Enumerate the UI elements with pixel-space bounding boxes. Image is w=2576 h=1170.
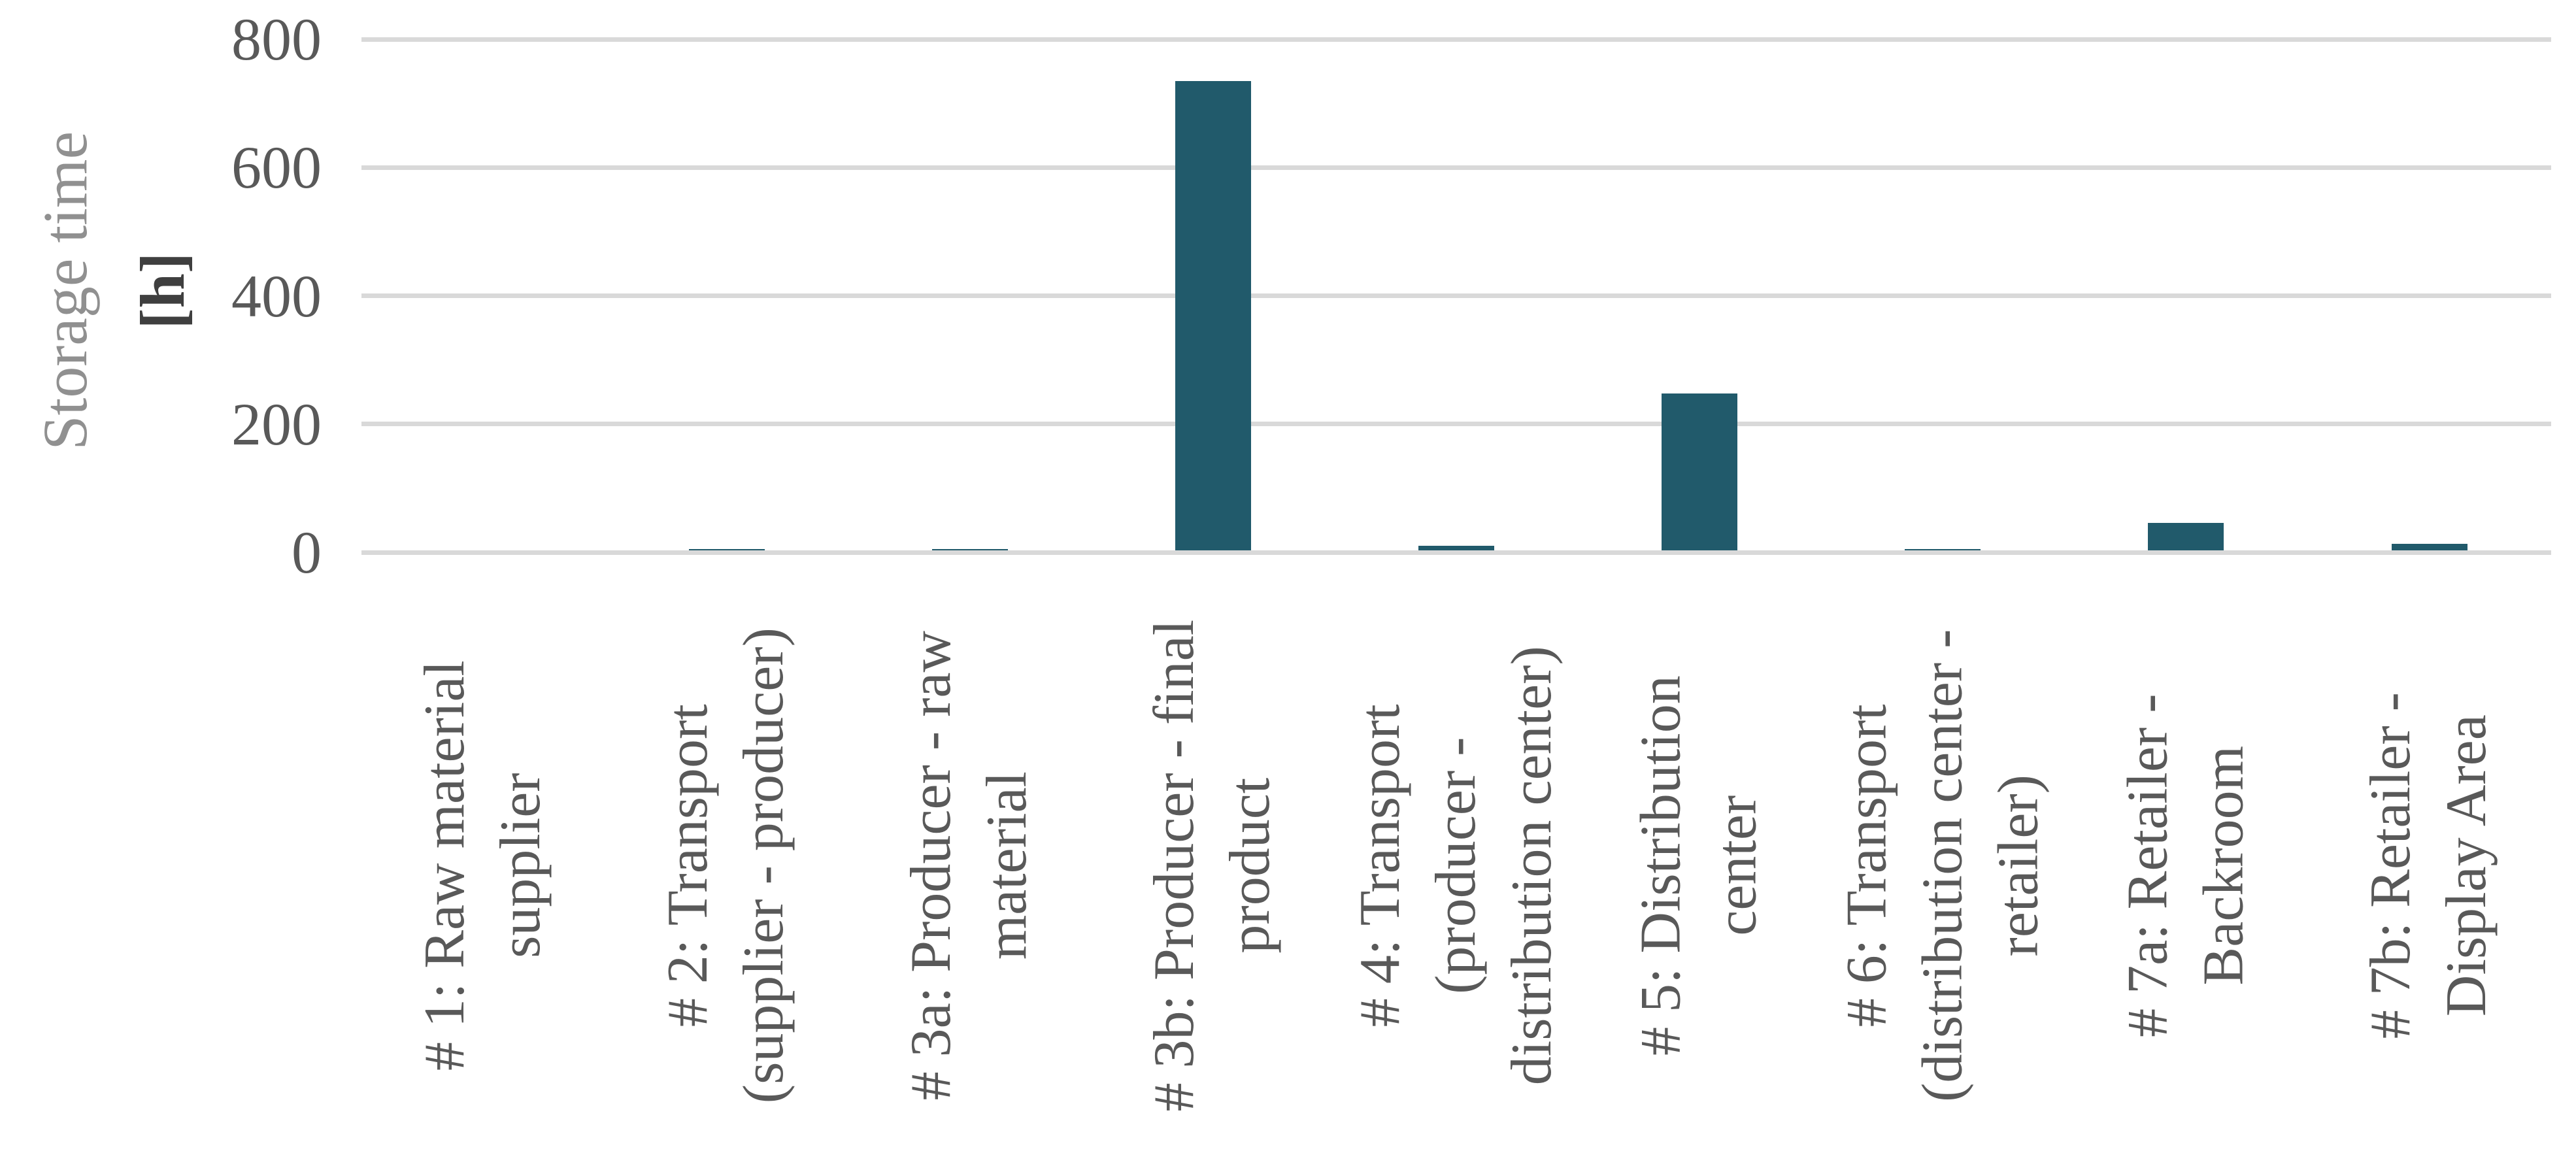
gridline-200: [361, 422, 2551, 427]
bar-5: [1418, 546, 1494, 552]
bar-8: [2148, 522, 2224, 552]
y-tick-label-200: 200: [231, 390, 322, 458]
gridline-600: [361, 165, 2551, 170]
gridline-400: [361, 293, 2551, 298]
y-tick-label-400: 400: [231, 262, 322, 329]
bar-6: [1662, 393, 1738, 552]
x-category-label-text-9: # 7b: Retailer - Display Area: [2359, 692, 2499, 1039]
y-tick-label-0: 0: [292, 519, 322, 586]
y-tick-label-600: 600: [231, 134, 322, 201]
gridline-800: [361, 37, 2551, 42]
bar-4: [1175, 80, 1251, 552]
x-category-label-9: # 7b: Retailer - Display Area: [2125, 561, 2576, 1170]
y-tick-label-800: 800: [231, 6, 322, 73]
x-axis-line: [361, 550, 2551, 555]
